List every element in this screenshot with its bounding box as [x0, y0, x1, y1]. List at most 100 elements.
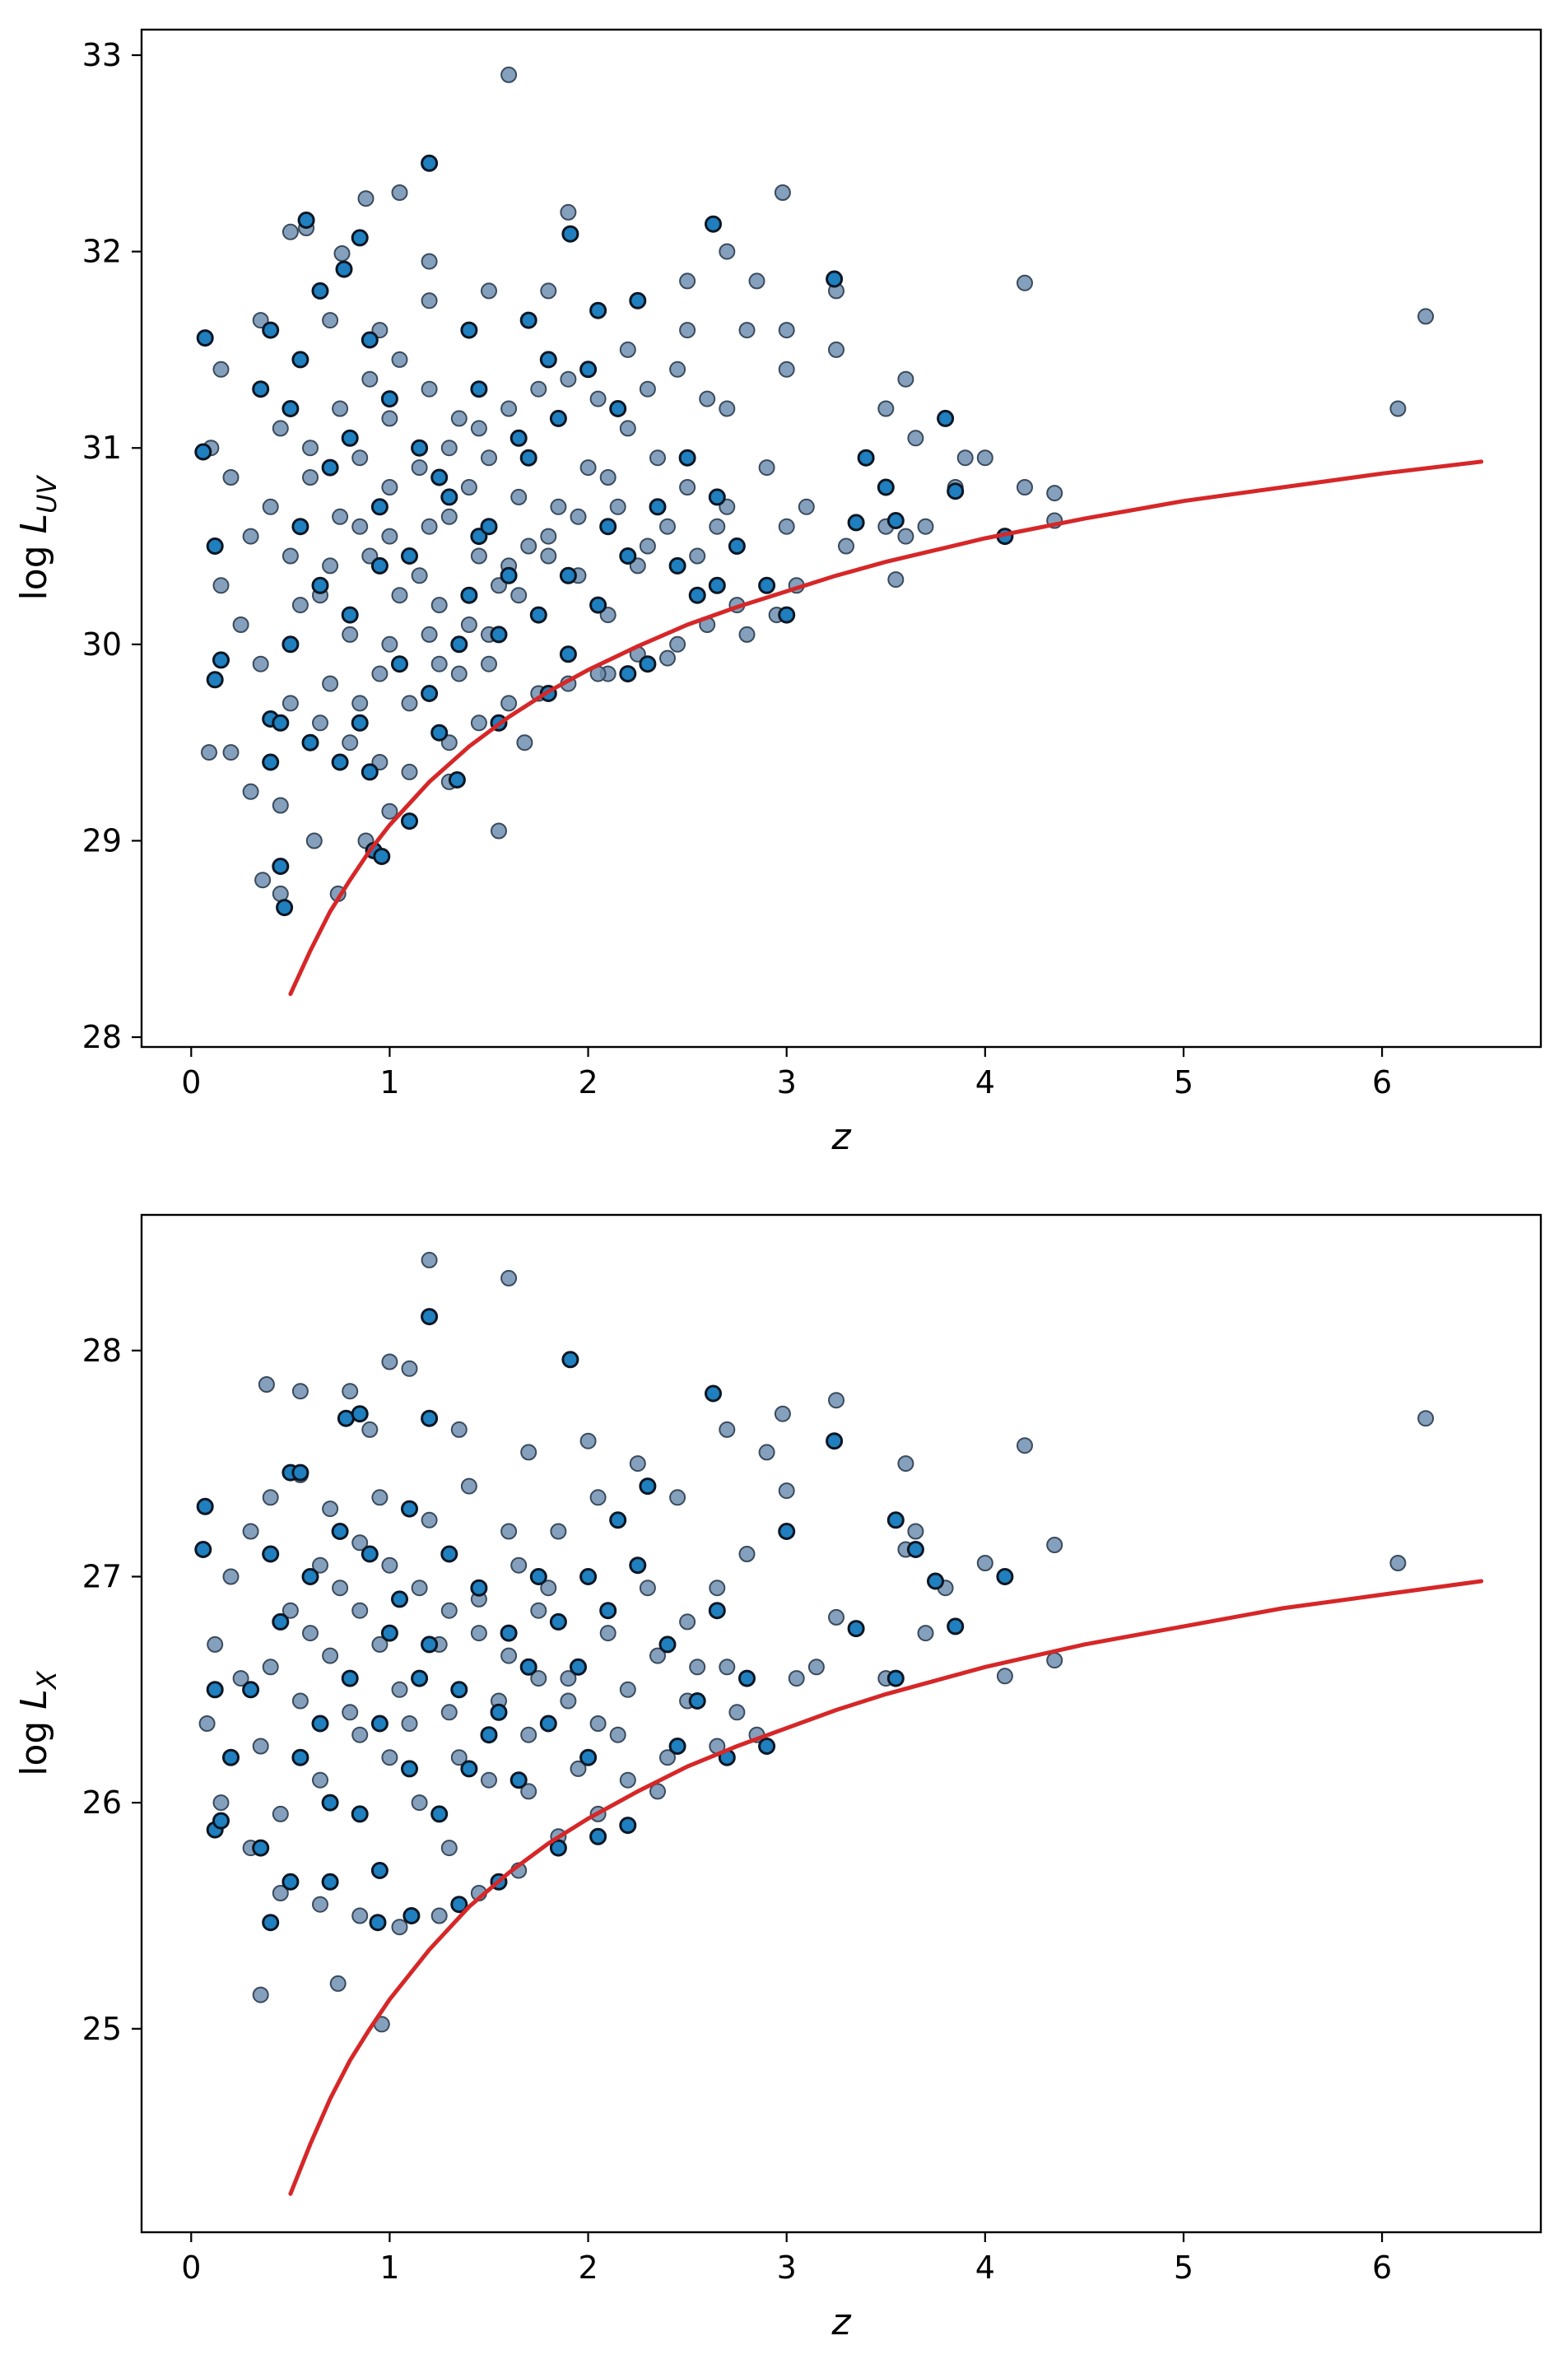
data-point-highlighted — [321, 1873, 339, 1891]
data-point-highlighted — [658, 1635, 677, 1654]
data-point — [361, 547, 379, 565]
data-point — [1389, 400, 1407, 417]
data-point — [1046, 485, 1063, 502]
data-point-highlighted — [688, 586, 706, 604]
data-point — [470, 714, 487, 732]
data-point — [481, 449, 497, 467]
data-point — [679, 479, 696, 496]
data-point-highlighted — [401, 812, 418, 831]
data-point — [312, 1896, 328, 1913]
data-point — [357, 190, 375, 207]
data-point-highlighted — [402, 1907, 421, 1924]
data-point-highlighted — [341, 429, 359, 447]
data-point — [351, 1726, 369, 1743]
data-point-highlighted — [561, 1351, 579, 1369]
data-point-highlighted — [281, 400, 300, 417]
data-point-highlighted — [470, 380, 488, 398]
data-point — [520, 1444, 537, 1461]
data-point — [242, 528, 259, 545]
data-point — [579, 459, 597, 477]
data-point — [232, 617, 249, 633]
data-point — [302, 440, 319, 457]
data-point — [198, 1715, 216, 1732]
data-point — [411, 1794, 428, 1812]
data-point — [421, 380, 438, 398]
data-point-highlighted — [351, 1805, 369, 1823]
x-tick-label: 1 — [379, 2250, 399, 2286]
data-point — [897, 1455, 914, 1473]
data-point-highlighted — [311, 576, 329, 594]
data-point-highlighted — [331, 1523, 349, 1540]
data-point — [391, 1681, 408, 1698]
data-point-highlighted — [490, 1703, 508, 1721]
data-point — [659, 518, 676, 535]
data-point — [332, 400, 349, 417]
data-point — [222, 1568, 240, 1585]
data-point-highlighted — [619, 1817, 637, 1835]
data-point — [500, 695, 518, 712]
data-point-highlighted — [519, 1658, 537, 1676]
data-point — [305, 832, 323, 849]
data-point — [411, 459, 428, 477]
data-point-highlighted — [194, 443, 212, 461]
data-point — [322, 1647, 339, 1664]
data-point — [774, 1405, 791, 1422]
data-point-highlighted — [194, 1541, 212, 1558]
data-point — [252, 312, 269, 329]
x-tick-label: 0 — [181, 1064, 201, 1100]
y-tick-label: 33 — [82, 37, 122, 73]
data-point — [828, 1608, 844, 1626]
data-point-highlighted — [321, 1794, 339, 1812]
data-point — [272, 797, 289, 814]
data-point — [1017, 479, 1033, 496]
data-point — [262, 498, 279, 515]
data-point — [679, 322, 696, 339]
data-point-highlighted — [411, 1669, 429, 1687]
y-tick-label: 29 — [82, 822, 122, 858]
data-point-highlighted — [678, 449, 696, 467]
data-point-highlighted — [222, 1748, 240, 1766]
data-point — [491, 822, 507, 840]
data-point — [252, 1986, 269, 2003]
data-point-highlighted — [570, 1658, 587, 1676]
data-point-highlighted — [262, 321, 280, 339]
data-point — [540, 528, 557, 545]
data-point-highlighted — [430, 724, 449, 742]
data-point-highlighted — [391, 1590, 408, 1608]
data-point — [302, 1625, 319, 1642]
x-tick-label: 4 — [975, 2250, 995, 2286]
data-point — [258, 1376, 275, 1393]
data-point-highlighted — [708, 576, 726, 594]
data-point — [709, 1580, 726, 1597]
data-point-highlighted — [440, 488, 458, 506]
data-point-highlighted — [391, 655, 408, 673]
data-point — [560, 203, 577, 221]
data-point-highlighted — [708, 488, 726, 506]
data-point-highlighted — [705, 215, 722, 233]
data-point-highlighted — [262, 1545, 280, 1563]
data-point — [212, 361, 230, 378]
data-point-highlighted — [599, 518, 617, 536]
data-point — [391, 184, 408, 201]
data-point — [262, 1659, 279, 1676]
data-point — [500, 1647, 518, 1664]
data-point-highlighted — [212, 1812, 230, 1830]
data-point-highlighted — [430, 468, 449, 486]
data-point-highlighted — [421, 1308, 439, 1326]
data-point — [207, 1635, 224, 1653]
data-point-highlighted — [470, 528, 488, 546]
data-point-highlighted — [450, 635, 468, 654]
data-point-highlighted — [401, 547, 418, 565]
y-tick-label: 28 — [82, 1019, 122, 1055]
data-point — [738, 322, 756, 339]
x-tick-label: 4 — [975, 1064, 995, 1100]
data-point — [450, 1421, 468, 1438]
data-point — [272, 420, 289, 437]
data-point-highlighted — [370, 556, 389, 575]
data-point — [481, 655, 497, 672]
data-point-highlighted — [947, 1617, 965, 1635]
data-point — [401, 695, 418, 712]
data-point-highlighted — [561, 225, 579, 243]
data-point — [381, 803, 398, 820]
data-point — [738, 1546, 756, 1562]
